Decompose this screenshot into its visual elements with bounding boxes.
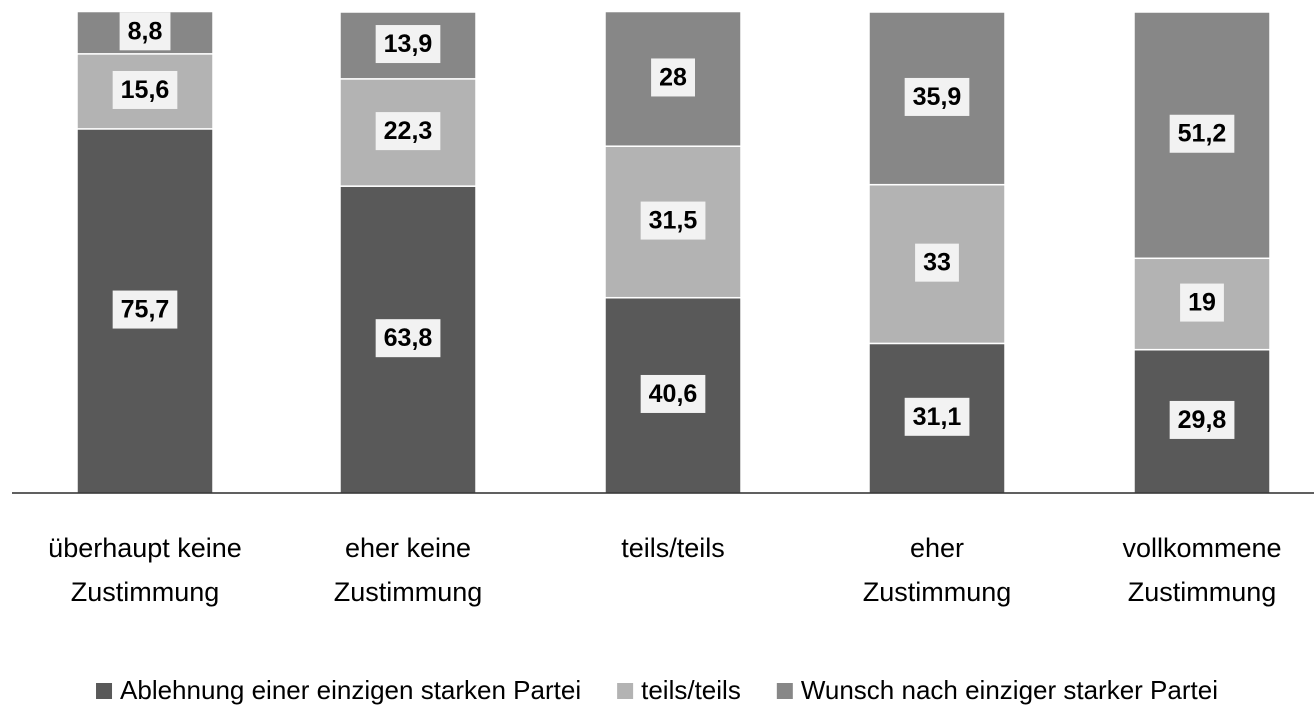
value-label: 31,5: [649, 207, 698, 235]
value-label-box: [112, 290, 178, 329]
value-label: 22,3: [384, 117, 433, 145]
value-label: 8,8: [128, 17, 163, 45]
value-label-box: [640, 201, 706, 240]
value-label: 33: [923, 249, 951, 277]
x-tick-label: vollkommene Zustimmung: [1122, 533, 1281, 607]
value-label-box: [1169, 114, 1235, 153]
value-label-box: [904, 77, 970, 116]
value-label: 75,7: [121, 296, 170, 324]
legend: Ablehnung einer einzigen starken Partei t…: [96, 675, 1218, 705]
value-label: 40,6: [649, 380, 698, 408]
legend-swatch: [617, 683, 634, 699]
x-tick-label: eher Zustimmung: [863, 533, 1012, 607]
value-label: 28: [659, 63, 687, 91]
legend-label: teils/teils: [641, 675, 741, 705]
value-label: 51,2: [1178, 120, 1227, 148]
value-label-box: [112, 70, 178, 109]
value-label-box: [1180, 283, 1224, 322]
x-tick-label: teils/teils: [621, 533, 725, 563]
value-label-box: [375, 25, 441, 64]
x-tick-label: überhaupt keine Zustimmung: [48, 533, 242, 607]
value-label: 35,9: [913, 83, 962, 111]
value-label-box: [375, 112, 441, 151]
value-label-box: [651, 58, 695, 97]
value-label-box: [640, 374, 706, 413]
value-label: 15,6: [121, 76, 170, 104]
value-label-box: [904, 397, 970, 436]
value-label: 63,8: [384, 324, 433, 352]
value-label-box: [1169, 400, 1235, 439]
legend-label: Wunsch nach einziger starker Partei: [801, 675, 1218, 705]
value-label: 31,1: [913, 403, 962, 431]
value-label-box: [119, 12, 171, 51]
value-label: 13,9: [384, 30, 433, 58]
value-label: 19: [1188, 289, 1216, 317]
value-label-box: [915, 243, 959, 282]
x-tick-label: eher keine Zustimmung: [334, 533, 483, 607]
legend-swatch: [96, 683, 113, 699]
legend-label: Ablehnung einer einzigen starken Partei: [120, 675, 581, 705]
value-label: 29,8: [1178, 406, 1227, 434]
legend-swatch: [776, 683, 793, 699]
value-label-box: [375, 319, 441, 358]
